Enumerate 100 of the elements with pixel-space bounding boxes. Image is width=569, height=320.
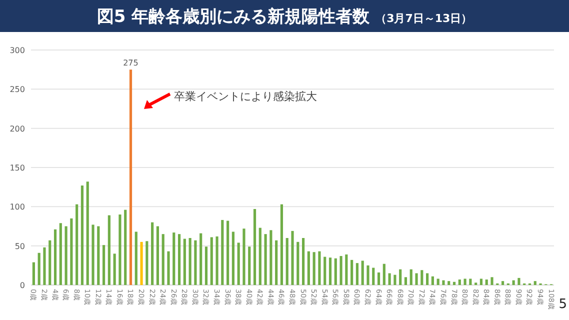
bar <box>54 229 57 285</box>
bar <box>518 278 520 285</box>
bar <box>458 280 461 285</box>
bar <box>410 269 412 285</box>
bar <box>377 272 380 285</box>
text: 5 <box>558 297 567 312</box>
bar <box>280 204 284 285</box>
chart-subtitle: （3月7日～13日） <box>376 12 472 25</box>
bar <box>296 242 300 285</box>
bar <box>43 247 46 285</box>
bar <box>366 265 370 285</box>
bar <box>210 237 213 285</box>
y-tick-label: 100 <box>10 202 25 212</box>
bar <box>324 256 326 285</box>
bar <box>452 282 456 285</box>
chart-title: 図5 年齢各歳別にみる新規陽性者数 <box>96 7 371 27</box>
bar <box>501 281 504 285</box>
bar <box>404 277 408 285</box>
bar <box>253 209 256 285</box>
bar <box>382 264 386 285</box>
bar <box>258 228 262 285</box>
y-tick-label: 300 <box>10 46 25 55</box>
bar <box>113 254 116 285</box>
bar <box>102 245 106 285</box>
bar <box>356 263 358 285</box>
bar <box>448 281 450 285</box>
bar <box>200 233 202 285</box>
bar <box>399 269 402 285</box>
bar <box>156 226 159 285</box>
bar <box>64 226 68 285</box>
bar <box>86 182 89 285</box>
bar <box>485 280 488 285</box>
bar <box>38 252 40 285</box>
bar <box>307 251 310 285</box>
bar <box>48 240 52 285</box>
bar <box>129 70 132 285</box>
bar <box>275 240 278 285</box>
bar <box>237 242 240 285</box>
bar <box>204 246 208 285</box>
bar <box>92 224 94 285</box>
bar <box>32 262 35 285</box>
bar <box>188 238 192 285</box>
bar <box>108 215 110 285</box>
bar <box>302 238 305 285</box>
bar <box>80 186 84 285</box>
bar <box>97 226 100 285</box>
bar <box>420 270 424 285</box>
bar <box>264 234 267 285</box>
bar <box>146 241 148 285</box>
bar <box>194 240 197 285</box>
bar <box>340 256 342 285</box>
y-tick-label: 200 <box>10 124 25 134</box>
bar <box>490 277 494 285</box>
bar <box>431 276 434 285</box>
bar <box>162 234 164 285</box>
bar <box>140 242 143 285</box>
bar <box>361 260 364 285</box>
data-label: 275 <box>123 58 138 68</box>
bar <box>124 210 127 285</box>
bar <box>334 258 337 285</box>
bar <box>286 238 288 285</box>
bar <box>312 252 316 285</box>
bar <box>436 278 440 285</box>
bar <box>134 232 138 285</box>
bar <box>469 278 472 285</box>
bar <box>172 232 176 285</box>
bar <box>388 273 391 285</box>
bar <box>242 228 246 285</box>
bar <box>226 220 230 285</box>
bar <box>76 204 78 285</box>
bar <box>464 278 466 285</box>
bar <box>59 223 62 285</box>
bar <box>345 254 348 285</box>
bar <box>118 214 122 285</box>
bar <box>394 274 396 285</box>
bar <box>221 220 224 285</box>
bar <box>415 273 418 285</box>
bar <box>167 251 170 285</box>
bar <box>70 218 73 285</box>
bar <box>151 222 154 285</box>
bar <box>372 268 375 285</box>
bar <box>480 278 483 285</box>
bar <box>426 273 429 285</box>
bar <box>534 281 536 285</box>
annotation: 卒業イベントにより感染拡大 <box>174 90 317 103</box>
bar <box>512 280 515 285</box>
y-tick-label: 0 <box>20 281 25 290</box>
bar <box>270 230 272 285</box>
bar <box>318 251 321 285</box>
bar <box>350 260 354 285</box>
bar <box>232 232 234 285</box>
bar <box>216 236 218 285</box>
bar <box>291 230 294 285</box>
y-tick-label: 150 <box>10 164 25 172</box>
bar <box>328 258 332 285</box>
bar <box>442 280 445 285</box>
bar <box>178 234 181 285</box>
bar <box>248 246 251 285</box>
y-tick-label: 250 <box>10 85 25 94</box>
y-tick-label: 50 <box>14 242 25 251</box>
